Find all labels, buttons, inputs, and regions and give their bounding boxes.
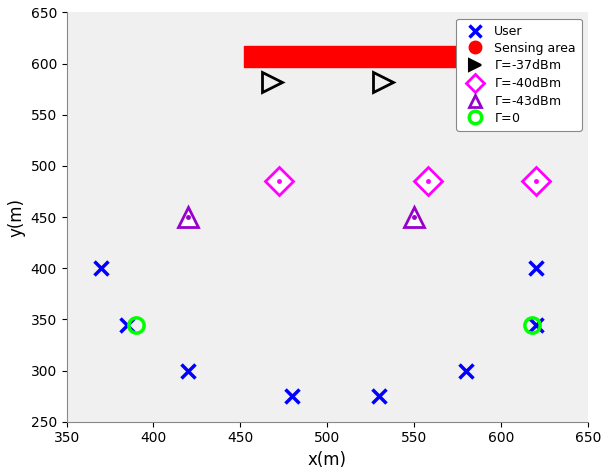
Bar — [244, 46, 519, 67]
Y-axis label: y(m): y(m) — [7, 198, 25, 237]
Legend: User, Sensing area, $\Gamma$=-37dBm, $\Gamma$=-40dBm, $\Gamma$=-43dBm, $\Gamma$=: User, Sensing area, $\Gamma$=-37dBm, $\G… — [456, 19, 582, 131]
X-axis label: x(m): x(m) — [308, 451, 347, 469]
